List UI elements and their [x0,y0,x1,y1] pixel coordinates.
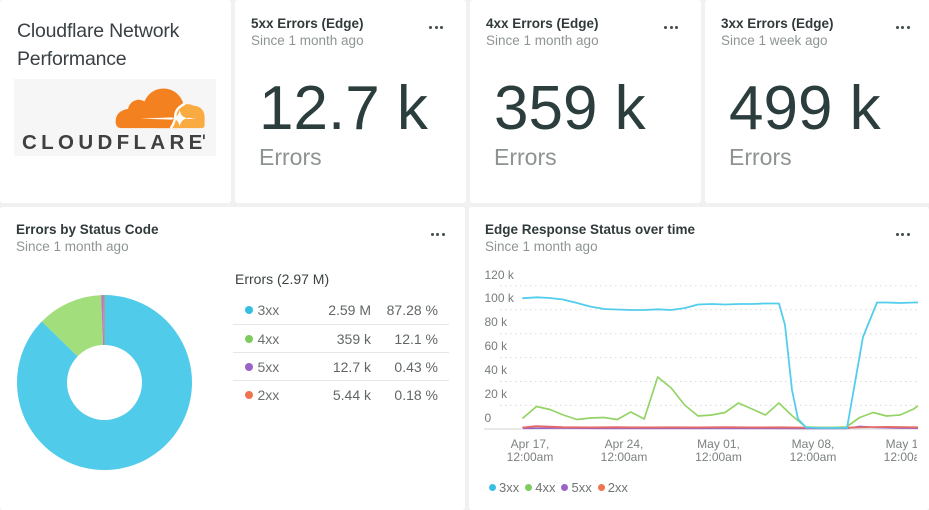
svg-text:CLOUDFLARE: CLOUDFLARE [22,131,207,154]
